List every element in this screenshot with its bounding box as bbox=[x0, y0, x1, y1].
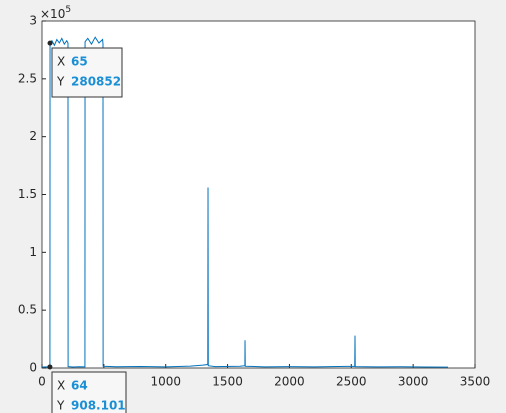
datatip-y-label: Y bbox=[56, 75, 65, 89]
x-tick-label: 2500 bbox=[336, 375, 367, 389]
datatip-box bbox=[51, 47, 123, 98]
x-tick-label: 0 bbox=[38, 375, 46, 389]
x-tick-label: 3500 bbox=[460, 375, 491, 389]
datatip-x-label: X bbox=[57, 379, 65, 393]
exponent-power: 5 bbox=[65, 5, 71, 15]
y-tick-label: 3 bbox=[29, 14, 37, 28]
datatip-x-value: 65 bbox=[71, 55, 88, 69]
y-exponent: ×105 bbox=[40, 5, 71, 21]
y-tick-label: 2 bbox=[29, 129, 37, 143]
datatip-box bbox=[51, 371, 127, 413]
datatip-y-label: Y bbox=[56, 399, 65, 413]
datatip-y-value: 280852 bbox=[71, 75, 121, 89]
x-tick-label: 1000 bbox=[150, 375, 181, 389]
datatip-x-value: 64 bbox=[71, 379, 88, 393]
y-tick-label: 1 bbox=[29, 245, 37, 259]
y-tick-label: 2.5 bbox=[18, 71, 37, 85]
x-tick-label: 3000 bbox=[398, 375, 429, 389]
y-tick-label: 0.5 bbox=[18, 303, 37, 317]
data-line bbox=[42, 36, 449, 368]
datatip-marker bbox=[47, 40, 53, 46]
y-tick-label: 0 bbox=[29, 361, 37, 375]
datatip-x-label: X bbox=[57, 55, 65, 69]
datatip-marker bbox=[47, 364, 53, 370]
exponent-base: ×10 bbox=[40, 7, 65, 21]
datatip-y-value: 908.101 bbox=[71, 399, 126, 413]
x-tick-label: 1500 bbox=[212, 375, 243, 389]
x-tick-label: 2000 bbox=[274, 375, 305, 389]
y-tick-label: 1.5 bbox=[18, 187, 37, 201]
